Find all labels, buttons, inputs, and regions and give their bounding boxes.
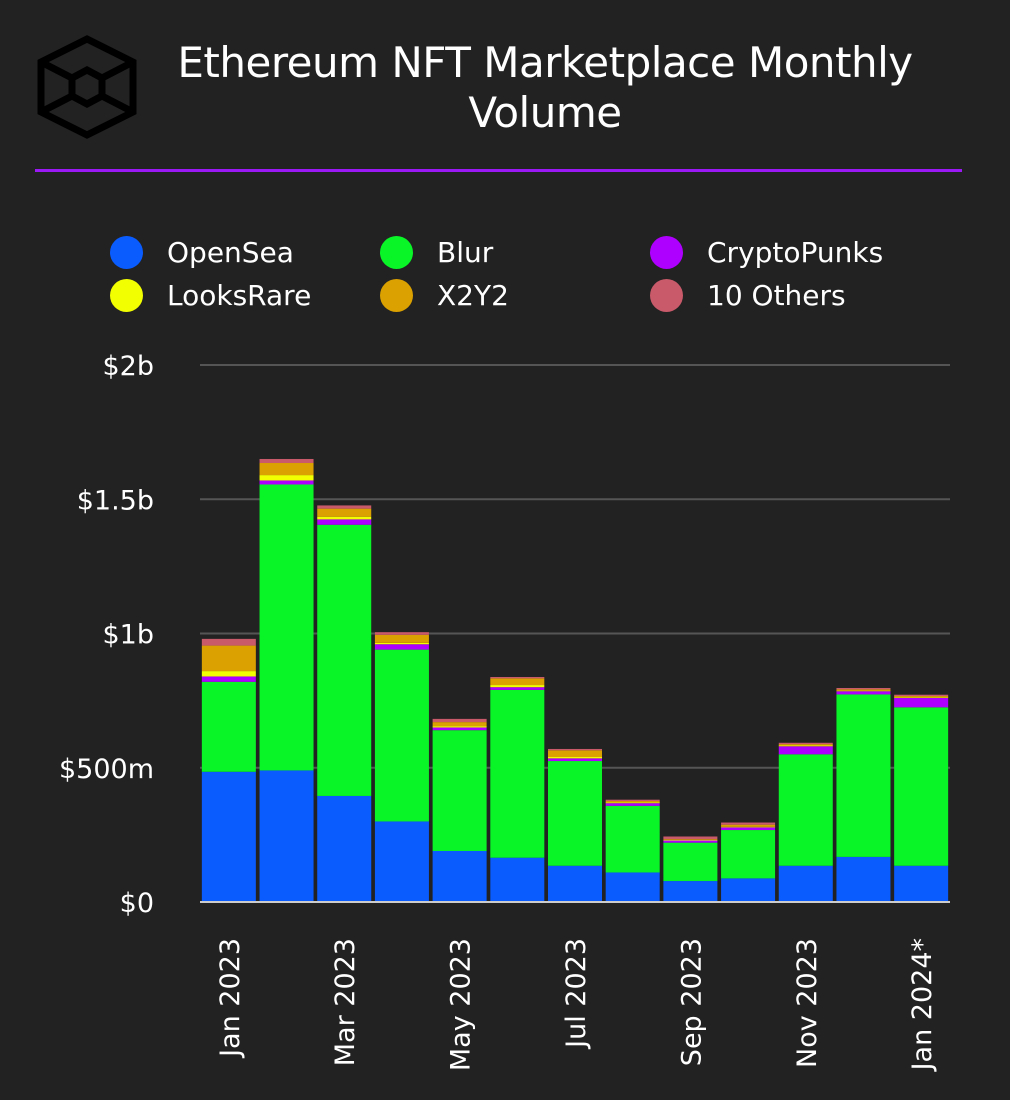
bar-segment-10-others: [894, 694, 949, 697]
bar-segment-10-others: [548, 748, 602, 751]
bar-segment-cryptopunks: [259, 480, 314, 485]
bar-segment-blur: [201, 681, 256, 772]
bar-segment-x2y2: [721, 824, 776, 827]
bar-segment-x2y2: [548, 750, 602, 758]
bar-segment-10-others: [721, 822, 776, 825]
bar-segment-cryptopunks: [374, 644, 429, 650]
bar-segment-looksrare: [894, 697, 949, 698]
bar-segment-blur: [663, 842, 718, 882]
bar-segment-opensea: [490, 857, 545, 902]
bar-segment-cryptopunks: [317, 519, 372, 525]
x-tick-label: Jan 2024*: [907, 938, 938, 1072]
chart-title: Ethereum NFT Marketplace Monthly Volume: [177, 38, 913, 137]
bar-segment-x2y2: [259, 463, 314, 476]
bar-segment-cryptopunks: [548, 758, 602, 762]
bar-segment-x2y2: [663, 839, 718, 840]
bar-segment-looksrare: [721, 826, 776, 828]
bar-segment-opensea: [894, 865, 949, 902]
bar-segment-cryptopunks: [836, 691, 891, 695]
bar-segment-10-others: [259, 458, 314, 464]
bar-segment-looksrare: [778, 745, 833, 747]
bar-segment-cryptopunks: [778, 746, 833, 755]
bar-segment-opensea: [432, 850, 487, 902]
bar-segment-blur: [836, 694, 891, 857]
x-tick-label: Jul 2023: [561, 938, 592, 1050]
bar-segment-blur: [374, 649, 429, 822]
bar-segment-opensea: [548, 865, 602, 902]
bar-segment-cryptopunks: [605, 803, 660, 806]
bar-segment-opensea: [721, 878, 776, 902]
bar-segment-blur: [490, 689, 545, 858]
bar-segment-looksrare: [259, 475, 314, 481]
bar-segment-x2y2: [490, 678, 545, 686]
bar-segment-opensea: [201, 771, 256, 902]
bar-segment-x2y2: [201, 645, 256, 672]
bar-segment-blur: [259, 484, 314, 771]
bar-segment-10-others: [201, 638, 256, 646]
y-tick-label: $1b: [103, 620, 155, 651]
x-tick-label: Sep 2023: [676, 938, 707, 1066]
bar-segment-x2y2: [317, 508, 372, 517]
bar-segment-cryptopunks: [201, 676, 256, 682]
y-tick-label: $2b: [103, 351, 155, 382]
bar-segment-x2y2: [778, 744, 833, 746]
bar-segment-10-others: [432, 718, 487, 723]
bar-segment-cryptopunks: [490, 687, 545, 690]
bar-segment-opensea: [778, 865, 833, 902]
title-divider: [35, 169, 962, 172]
bar-segment-x2y2: [374, 634, 429, 643]
bar-segment-blur: [548, 761, 602, 866]
bar-segment-x2y2: [605, 801, 660, 803]
bar-segment-cryptopunks: [721, 827, 776, 831]
bar-segment-looksrare: [201, 671, 256, 677]
bar-segment-cryptopunks: [663, 840, 718, 843]
bar-segment-blur: [605, 805, 660, 873]
x-tick-label: Nov 2023: [792, 938, 823, 1068]
bar-segment-blur: [721, 830, 776, 879]
y-tick-label: $500m: [59, 754, 154, 785]
bar-segment-looksrare: [605, 802, 660, 804]
bar-segment-10-others: [663, 836, 718, 840]
bar-segment-looksrare: [432, 726, 487, 728]
bar-segment-cryptopunks: [432, 727, 487, 731]
bar-segment-10-others: [778, 742, 833, 745]
bar-segment-blur: [894, 707, 949, 866]
bar-segment-opensea: [836, 856, 891, 902]
x-tick-label: Jan 2023: [215, 938, 246, 1059]
bar-segment-10-others: [374, 632, 429, 635]
bar-segment-x2y2: [836, 689, 891, 691]
bar-segment-looksrare: [548, 757, 602, 759]
bar-segment-blur: [317, 524, 372, 796]
cube-logo-icon: [37, 35, 137, 139]
bar-segment-blur: [778, 754, 833, 866]
bar-segment-10-others: [836, 688, 891, 690]
bar-segment-looksrare: [317, 516, 372, 520]
bar-segment-looksrare: [490, 685, 545, 688]
bar-segment-10-others: [605, 799, 660, 802]
bar-segment-opensea: [663, 881, 718, 902]
bar-segment-10-others: [490, 676, 545, 679]
bar-segment-opensea: [259, 770, 314, 902]
x-tick-label: Mar 2023: [330, 938, 361, 1066]
bar-segment-looksrare: [663, 839, 718, 841]
bar-segment-x2y2: [894, 696, 949, 698]
bar-segment-x2y2: [432, 722, 487, 727]
bar-segment-opensea: [605, 872, 660, 902]
bar-segment-opensea: [317, 795, 372, 902]
bar-segment-looksrare: [374, 642, 429, 645]
x-tick-label: May 2023: [446, 938, 477, 1071]
bar-segment-looksrare: [836, 690, 891, 692]
bar-segment-blur: [432, 730, 487, 851]
bar-segment-cryptopunks: [894, 697, 949, 708]
y-tick-label: $0: [120, 888, 154, 919]
bar-segment-opensea: [374, 821, 429, 902]
y-tick-label: $1.5b: [77, 485, 154, 516]
bar-segment-10-others: [317, 505, 372, 509]
